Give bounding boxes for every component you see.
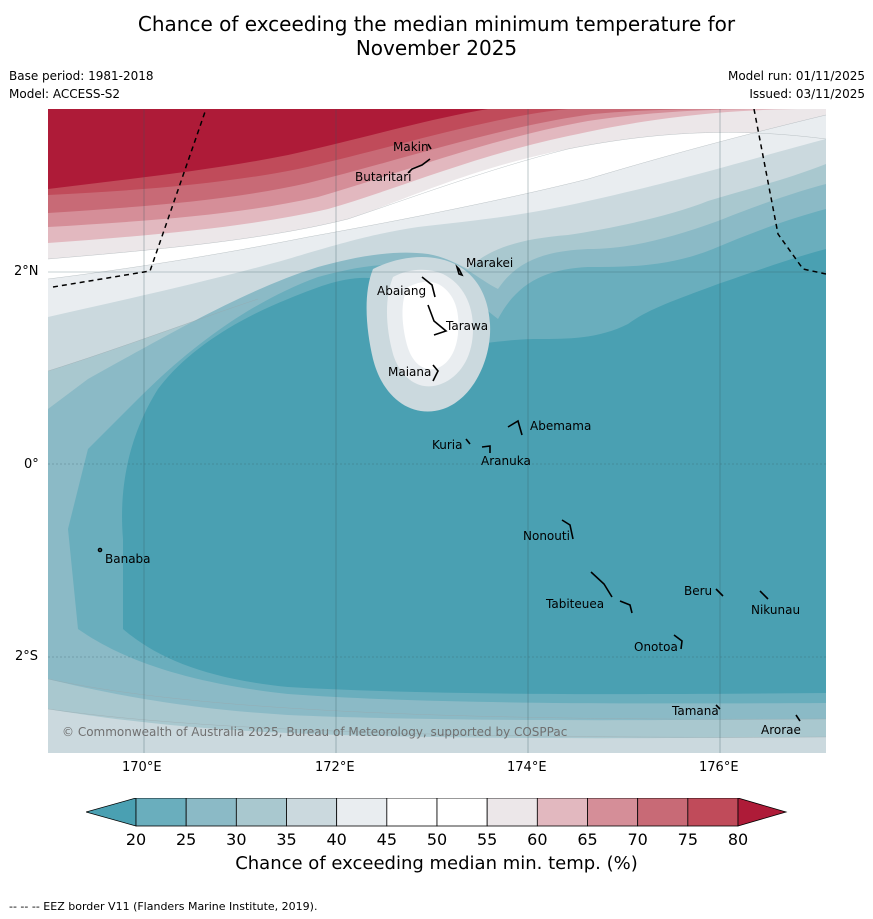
label-kuria: Kuria bbox=[432, 438, 463, 452]
colorbar-box-20 bbox=[135, 798, 187, 827]
label-tarawa: Tarawa bbox=[445, 319, 488, 333]
label-nonouti: Nonouti bbox=[523, 529, 570, 543]
lon-label-172: 172°E bbox=[315, 760, 355, 775]
colorbar-tick-55: 55 bbox=[476, 830, 498, 849]
island-tabiteuea-south bbox=[619, 600, 633, 614]
island-onotoa bbox=[673, 634, 683, 650]
island-abemama bbox=[507, 419, 523, 436]
label-onotoa: Onotoa bbox=[634, 640, 678, 654]
label-tabiteuea: Tabiteuea bbox=[545, 597, 604, 611]
map-title: Chance of exceeding the median minimum t… bbox=[0, 12, 873, 60]
colorbar-high-extension bbox=[737, 798, 788, 827]
island-beru bbox=[715, 588, 724, 597]
contour-lines bbox=[48, 114, 826, 738]
colorbar-tick-70: 70 bbox=[627, 830, 648, 849]
label-banaba: Banaba bbox=[105, 552, 151, 566]
label-nikunau: Nikunau bbox=[751, 603, 800, 617]
issued-date: Issued: 03/11/2025 bbox=[749, 87, 865, 101]
colorbar-tick-25: 25 bbox=[175, 830, 197, 849]
colorbar-box-75 bbox=[687, 798, 739, 827]
label-butaritari: Butaritari bbox=[355, 170, 412, 184]
label-makin: Makin bbox=[393, 140, 429, 154]
colorbar bbox=[86, 798, 788, 827]
lat-label-2n: 2°N bbox=[14, 264, 39, 279]
colorbar-low-extension bbox=[86, 798, 137, 827]
lon-label-176: 176°E bbox=[699, 760, 739, 775]
colorbar-tick-50: 50 bbox=[426, 830, 448, 849]
island-nonouti bbox=[561, 519, 574, 540]
colorbar-tick-35: 35 bbox=[276, 830, 297, 849]
island-nikunau bbox=[759, 590, 769, 600]
colorbar-tick-65: 65 bbox=[577, 830, 598, 849]
label-abaiang: Abaiang bbox=[377, 284, 426, 298]
colorbar-box-45 bbox=[386, 798, 438, 827]
base-period: Base period: 1981-2018 bbox=[9, 69, 154, 83]
title-line-2: November 2025 bbox=[355, 36, 518, 60]
colorbar-tick-40: 40 bbox=[326, 830, 347, 849]
colorbar-tick-30: 30 bbox=[226, 830, 247, 849]
title-line-1: Chance of exceeding the median minimum t… bbox=[137, 12, 736, 36]
colorbar-box-35 bbox=[286, 798, 338, 827]
colorbar-boxes bbox=[135, 798, 739, 827]
colorbar-tick-45: 45 bbox=[376, 830, 398, 849]
island-tamana bbox=[715, 704, 721, 710]
model-name: Model: ACCESS-S2 bbox=[9, 87, 121, 101]
island-butaritari bbox=[407, 158, 431, 174]
colorbar-box-50 bbox=[436, 798, 488, 827]
forecast-map: Makin Butaritari Marakei Abaiang Tarawa … bbox=[48, 109, 826, 753]
footer-note: -- -- -- EEZ border V11 (Flanders Marine… bbox=[9, 900, 318, 913]
tarawa-warm-core-3 bbox=[402, 281, 459, 370]
island-banaba bbox=[97, 547, 103, 553]
island-maiana bbox=[432, 364, 439, 382]
lat-label-0: 0° bbox=[24, 457, 39, 472]
island-tabiteuea-north bbox=[590, 571, 613, 598]
label-arorae: Arorae bbox=[761, 723, 801, 737]
colorbar-tick-20: 20 bbox=[125, 830, 147, 849]
colorbar-title: Chance of exceeding median min. temp. (%… bbox=[235, 853, 638, 874]
colorbar-box-60 bbox=[536, 798, 588, 827]
meta-left: Base period: 1981-2018 Model: ACCESS-S2 bbox=[9, 67, 154, 103]
colorbar-box-55 bbox=[486, 798, 538, 827]
colorbar-box-30 bbox=[235, 798, 287, 827]
grid-lines bbox=[48, 109, 826, 753]
colorbar-box-40 bbox=[336, 798, 388, 827]
island-kuria bbox=[465, 438, 471, 445]
lon-label-174: 174°E bbox=[507, 760, 547, 775]
label-aranuka: Aranuka bbox=[481, 454, 531, 468]
island-tarawa bbox=[427, 304, 448, 336]
colorbar-tick-80: 80 bbox=[727, 830, 749, 849]
island-marakei bbox=[455, 264, 464, 277]
colorbar-tick-75: 75 bbox=[677, 830, 699, 849]
model-run: Model run: 01/11/2025 bbox=[727, 69, 865, 83]
contour-80b bbox=[48, 109, 608, 189]
copyright-notice: © Commonwealth of Australia 2025, Bureau… bbox=[62, 725, 567, 739]
colorbar-tick-60: 60 bbox=[527, 830, 548, 849]
contour-below-20 bbox=[122, 249, 826, 695]
island-abaiang bbox=[421, 276, 436, 298]
colorbar-box-25 bbox=[185, 798, 237, 827]
lat-label-2s: 2°S bbox=[15, 649, 39, 664]
label-beru: Beru bbox=[684, 584, 712, 598]
islands bbox=[97, 143, 801, 722]
label-marakei: Marakei bbox=[466, 256, 513, 270]
label-tamana: Tamana bbox=[671, 704, 719, 718]
eez-borders bbox=[52, 109, 826, 288]
island-makin bbox=[427, 143, 432, 150]
colorbar-box-65 bbox=[587, 798, 639, 827]
label-abemama: Abemama bbox=[530, 419, 591, 433]
island-arorae bbox=[795, 714, 801, 722]
meta-right: Model run: 01/11/2025 Issued: 03/11/2025 bbox=[728, 67, 865, 103]
island-aranuka bbox=[481, 445, 491, 453]
colorbar-box-70 bbox=[637, 798, 689, 827]
label-maiana: Maiana bbox=[388, 365, 431, 379]
lon-label-170: 170°E bbox=[122, 760, 162, 775]
